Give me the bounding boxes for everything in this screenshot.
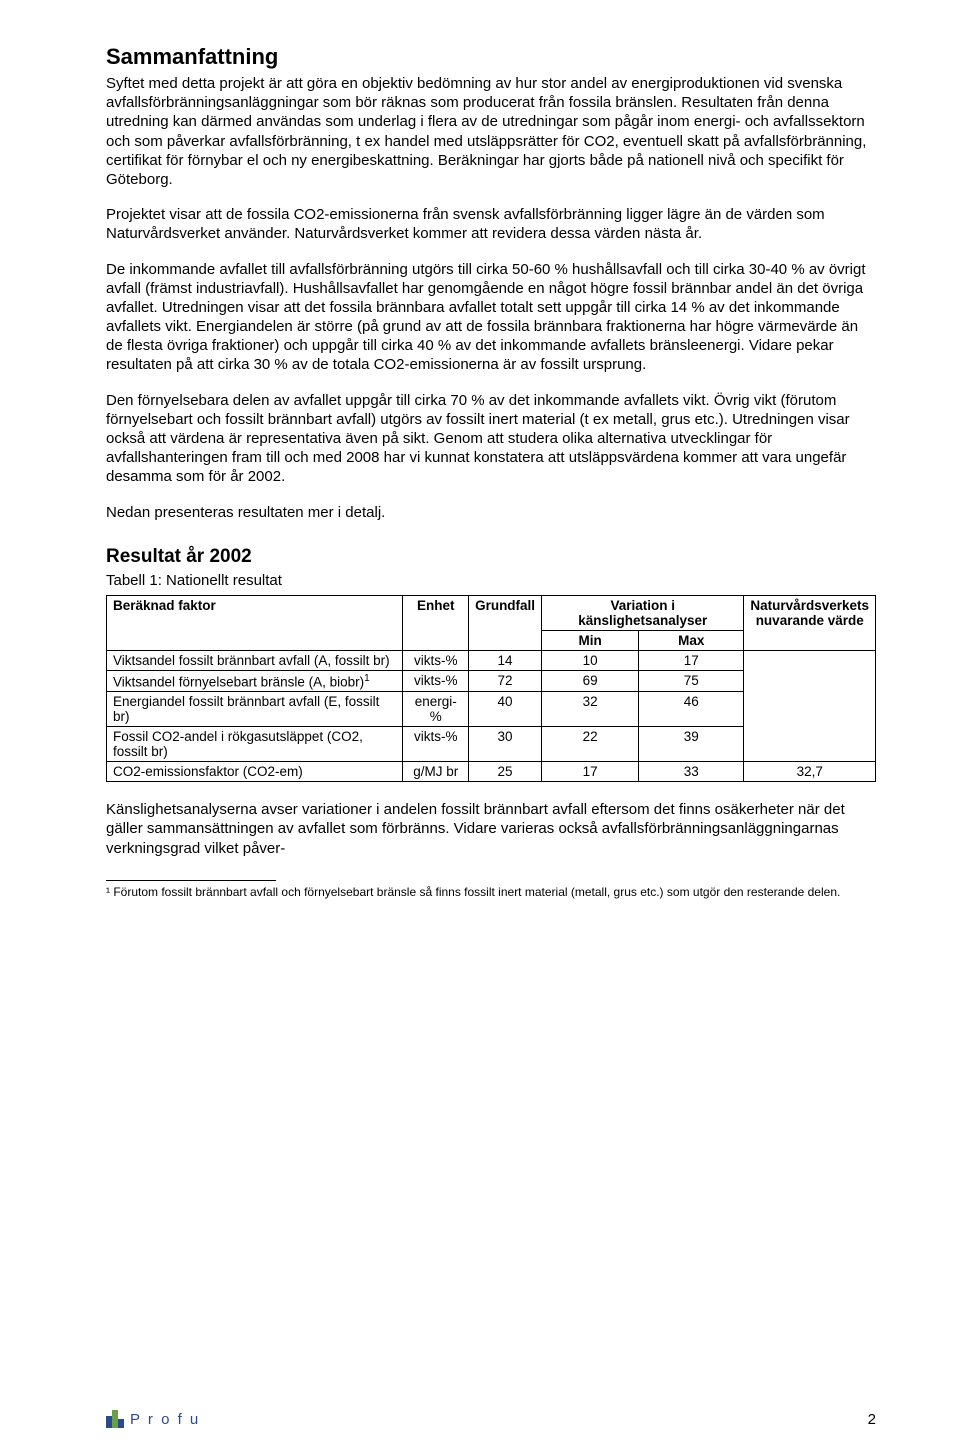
cell-max: 17 [639,650,744,670]
paragraph-4: Den förnyelsebara delen av avfallet uppg… [106,391,876,487]
cell-min: 10 [542,650,639,670]
cell-natur: 32,7 [744,762,876,782]
cell-base: 40 [469,692,542,727]
footnote-separator [106,880,276,881]
section-heading: Resultat år 2002 [106,546,876,568]
cell-unit: energi-% [403,692,469,727]
logo-text: P r o f u [130,1411,200,1428]
logo-icon [106,1410,124,1428]
th-variation: Variation i känslighetsanalyser [542,595,744,630]
cell-base: 14 [469,650,542,670]
cell-unit: g/MJ br [403,762,469,782]
cell-unit: vikts-% [403,727,469,762]
page-footer: P r o f u 2 [106,1410,876,1428]
cell-base: 30 [469,727,542,762]
footnote-text: ¹ Förutom fossilt brännbart avfall och f… [106,885,876,900]
paragraph-2: Projektet visar att de fossila CO2-emiss… [106,205,876,243]
cell-factor: Energiandel fossilt brännbart avfall (E,… [107,692,403,727]
th-unit: Enhet [403,595,469,650]
cell-max: 46 [639,692,744,727]
page-title: Sammanfattning [106,44,876,70]
th-factor: Beräknad faktor [107,595,403,650]
results-table: Beräknad faktor Enhet Grundfall Variatio… [106,595,876,783]
logo: P r o f u [106,1410,200,1428]
cell-max: 75 [639,670,744,692]
table-row: Viktsandel fossilt brännbart avfall (A, … [107,650,876,670]
cell-min: 32 [542,692,639,727]
table-body: Viktsandel fossilt brännbart avfall (A, … [107,650,876,782]
cell-max: 33 [639,762,744,782]
paragraph-1: Syftet med detta projekt är att göra en … [106,74,876,189]
cell-base: 25 [469,762,542,782]
paragraph-5: Nedan presenteras resultaten mer i detal… [106,503,876,522]
cell-natur-merged [744,650,876,762]
page-number: 2 [868,1411,876,1428]
th-min: Min [542,630,639,650]
th-max: Max [639,630,744,650]
document-page: Sammanfattning Syftet med detta projekt … [0,0,960,1452]
th-base: Grundfall [469,595,542,650]
cell-min: 22 [542,727,639,762]
cell-factor: Fossil CO2-andel i rökgasutsläppet (CO2,… [107,727,403,762]
cell-base: 72 [469,670,542,692]
cell-factor: Viktsandel förnyelsebart bränsle (A, bio… [107,670,403,692]
cell-min: 17 [542,762,639,782]
cell-unit: vikts-% [403,650,469,670]
cell-min: 69 [542,670,639,692]
cell-factor: CO2-emissionsfaktor (CO2-em) [107,762,403,782]
table-caption: Tabell 1: Nationellt resultat [106,572,876,589]
cell-max: 39 [639,727,744,762]
cell-unit: vikts-% [403,670,469,692]
cell-factor: Viktsandel fossilt brännbart avfall (A, … [107,650,403,670]
table-row: CO2-emissionsfaktor (CO2-em) g/MJ br 25 … [107,762,876,782]
paragraph-3: De inkommande avfallet till avfallsförbr… [106,260,876,375]
th-natur: Naturvårdsverkets nuvarande värde [744,595,876,650]
paragraph-6: Känslighetsanalyserna avser variationer … [106,800,876,858]
